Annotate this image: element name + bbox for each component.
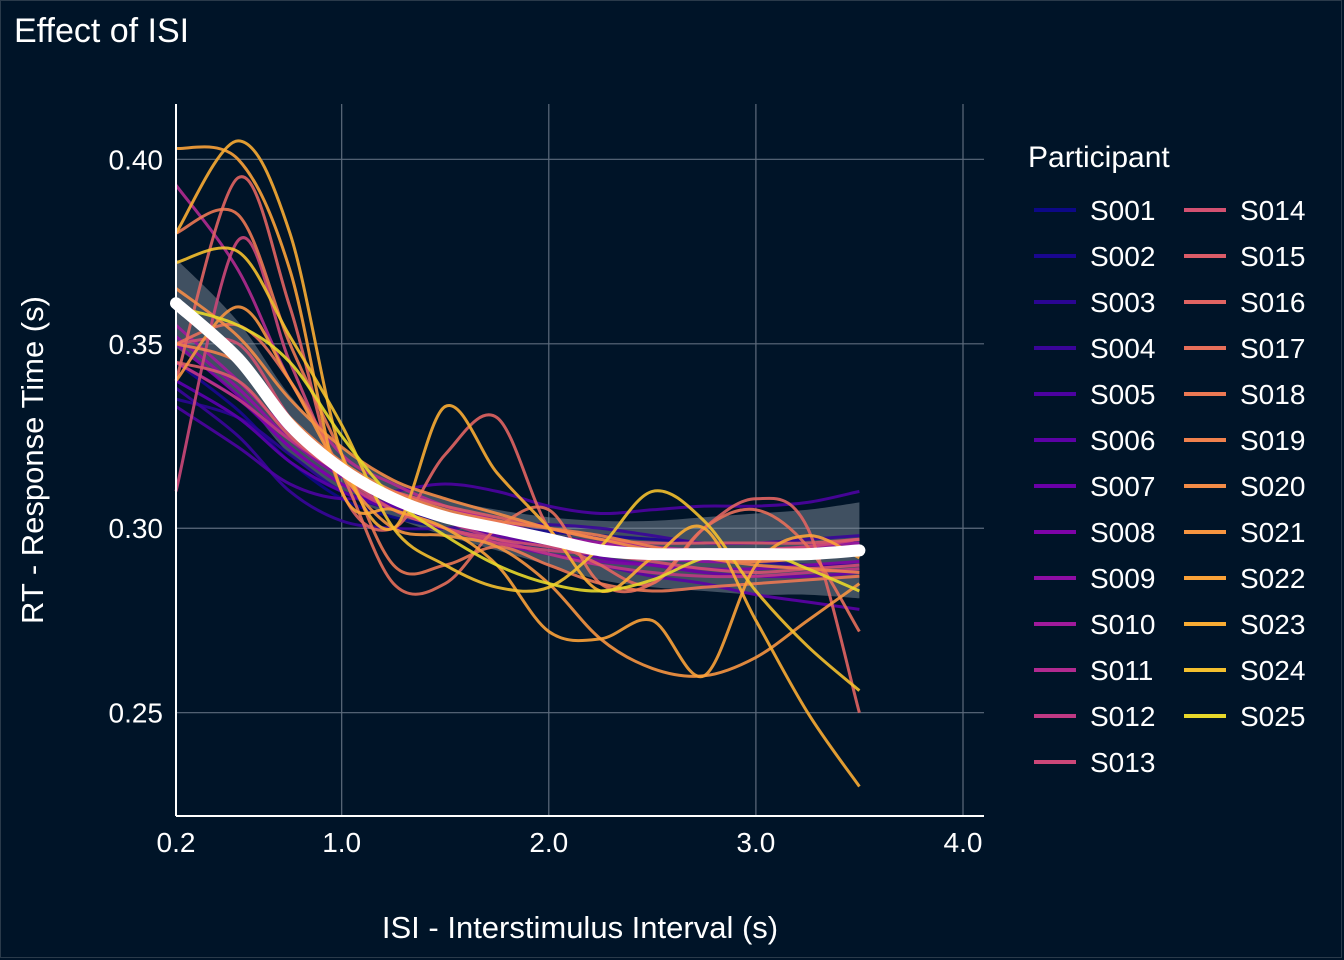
legend-label-s001: S001 bbox=[1090, 195, 1155, 226]
legend-label-s020: S020 bbox=[1240, 471, 1305, 502]
legend-label-s008: S008 bbox=[1090, 517, 1155, 548]
legend-label-s002: S002 bbox=[1090, 241, 1155, 272]
x-tick-label: 4.0 bbox=[944, 827, 983, 858]
legend-label-s012: S012 bbox=[1090, 701, 1155, 732]
x-axis-title: ISI - Interstimulus Interval (s) bbox=[382, 910, 778, 945]
y-tick-label: 0.35 bbox=[109, 329, 164, 360]
legend-label-s014: S014 bbox=[1240, 195, 1305, 226]
legend-label-s005: S005 bbox=[1090, 379, 1155, 410]
series-line-s018 bbox=[175, 207, 860, 593]
series-line-s020 bbox=[175, 287, 860, 564]
series-line-s023 bbox=[174, 139, 861, 788]
legend-title: Participant bbox=[1028, 141, 1170, 174]
legend-label-s010: S010 bbox=[1090, 609, 1155, 640]
y-tick-label: 0.40 bbox=[109, 144, 164, 175]
legend-label-s011: S011 bbox=[1090, 655, 1153, 686]
legend-label-s024: S024 bbox=[1240, 655, 1305, 686]
y-axis-title: RT - Response Time (s) bbox=[15, 296, 50, 624]
x-tick-label: 3.0 bbox=[736, 827, 775, 858]
x-tick-label: 2.0 bbox=[529, 827, 568, 858]
y-tick-label: 0.30 bbox=[109, 513, 164, 544]
legend-label-s015: S015 bbox=[1240, 241, 1305, 272]
series-line-s024 bbox=[175, 246, 861, 692]
legend-label-s019: S019 bbox=[1240, 425, 1305, 456]
legend-label-s025: S025 bbox=[1240, 701, 1305, 732]
legend-label-s022: S022 bbox=[1240, 563, 1305, 594]
legend-label-s023: S023 bbox=[1240, 609, 1305, 640]
legend-label-s021: S021 bbox=[1240, 517, 1305, 548]
legend-label-s004: S004 bbox=[1090, 333, 1155, 364]
axes bbox=[175, 104, 984, 817]
series-line-s016 bbox=[174, 175, 861, 714]
overall-trend-layer bbox=[170, 297, 866, 561]
tick-labels: 0.2 1.0 2.0 3.0 4.0 0.25 0.30 0.35 0.40 bbox=[109, 144, 983, 858]
legend-items: S001 S002 S003 S004 S005 S006 S007 S008 S009 S010… bbox=[1034, 195, 1305, 778]
legend-label-s003: S003 bbox=[1090, 287, 1155, 318]
participant-lines bbox=[174, 139, 861, 788]
legend-label-s018: S018 bbox=[1240, 379, 1305, 410]
x-tick-label: 1.0 bbox=[322, 827, 361, 858]
overall-trend-line bbox=[170, 297, 866, 561]
series-line-s015 bbox=[175, 360, 860, 545]
legend: Participant S001 S002 S003 S004 S005 S006 S007… bbox=[1028, 141, 1305, 778]
legend-label-s009: S009 bbox=[1090, 563, 1155, 594]
legend-label-s007: S007 bbox=[1090, 471, 1155, 502]
series-line-s005 bbox=[175, 405, 860, 516]
legend-label-s017: S017 bbox=[1240, 333, 1305, 364]
x-tick-label: 0.2 bbox=[157, 827, 196, 858]
series-line-s021 bbox=[174, 305, 861, 678]
legend-label-s016: S016 bbox=[1240, 287, 1305, 318]
legend-label-s013: S013 bbox=[1090, 747, 1155, 778]
y-tick-label: 0.25 bbox=[109, 698, 164, 729]
legend-label-s006: S006 bbox=[1090, 425, 1155, 456]
chart-title: Effect of ISI bbox=[14, 12, 190, 50]
series-line-s022 bbox=[175, 145, 861, 679]
